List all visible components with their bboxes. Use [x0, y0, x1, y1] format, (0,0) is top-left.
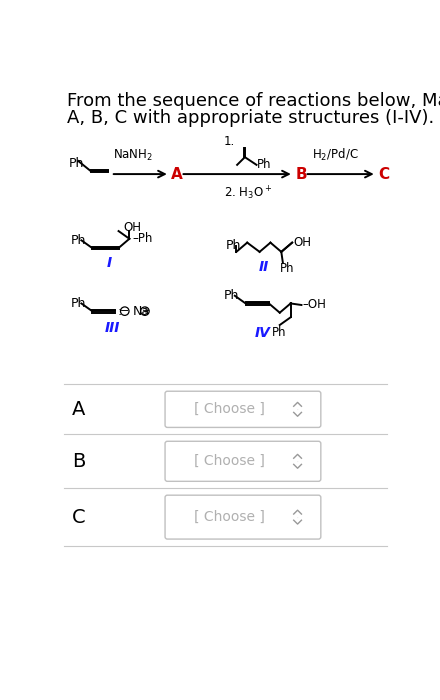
Text: OH: OH: [293, 236, 311, 249]
FancyBboxPatch shape: [165, 391, 321, 428]
Text: Ph: Ph: [226, 239, 241, 252]
FancyBboxPatch shape: [165, 441, 321, 482]
Text: A: A: [72, 400, 85, 419]
Text: NaNH$_2$: NaNH$_2$: [113, 148, 152, 163]
Text: B: B: [72, 452, 85, 471]
Text: C: C: [378, 167, 389, 181]
Text: [ Choose ]: [ Choose ]: [194, 454, 265, 468]
Text: II: II: [259, 260, 269, 274]
Text: Na: Na: [132, 304, 150, 318]
Text: Ph: Ph: [280, 262, 294, 275]
Text: A, B, C with appropriate structures (I-IV).: A, B, C with appropriate structures (I-I…: [66, 108, 434, 127]
Text: ⬡: ⬡: [297, 461, 298, 462]
Text: [ Choose ]: [ Choose ]: [194, 402, 265, 416]
Text: From the sequence of reactions below, Match: From the sequence of reactions below, Ma…: [66, 92, 440, 110]
Text: [ Choose ]: [ Choose ]: [194, 510, 265, 524]
Text: C: C: [72, 508, 86, 526]
Text: +: +: [141, 306, 149, 316]
Text: B: B: [295, 167, 307, 181]
Text: 1.: 1.: [224, 135, 235, 148]
Text: 2. H$_3$O$^+$: 2. H$_3$O$^+$: [224, 184, 272, 202]
Text: –OH: –OH: [302, 298, 326, 312]
Text: :: :: [117, 304, 121, 318]
Text: Ph: Ph: [70, 234, 86, 247]
Text: Ph: Ph: [257, 158, 271, 172]
Text: I: I: [106, 256, 112, 270]
FancyBboxPatch shape: [165, 495, 321, 539]
Text: Ph: Ph: [69, 157, 84, 170]
Text: –Ph: –Ph: [132, 232, 153, 245]
Text: −: −: [120, 306, 129, 316]
Text: OH: OH: [123, 221, 141, 234]
Text: Ph: Ph: [224, 289, 239, 302]
Text: H$_2$/Pd/C: H$_2$/Pd/C: [312, 147, 359, 163]
Text: III: III: [105, 321, 120, 335]
Text: IV: IV: [255, 326, 271, 340]
Text: A: A: [171, 167, 183, 181]
Text: Ph: Ph: [272, 326, 286, 340]
Text: Ph: Ph: [70, 297, 86, 310]
